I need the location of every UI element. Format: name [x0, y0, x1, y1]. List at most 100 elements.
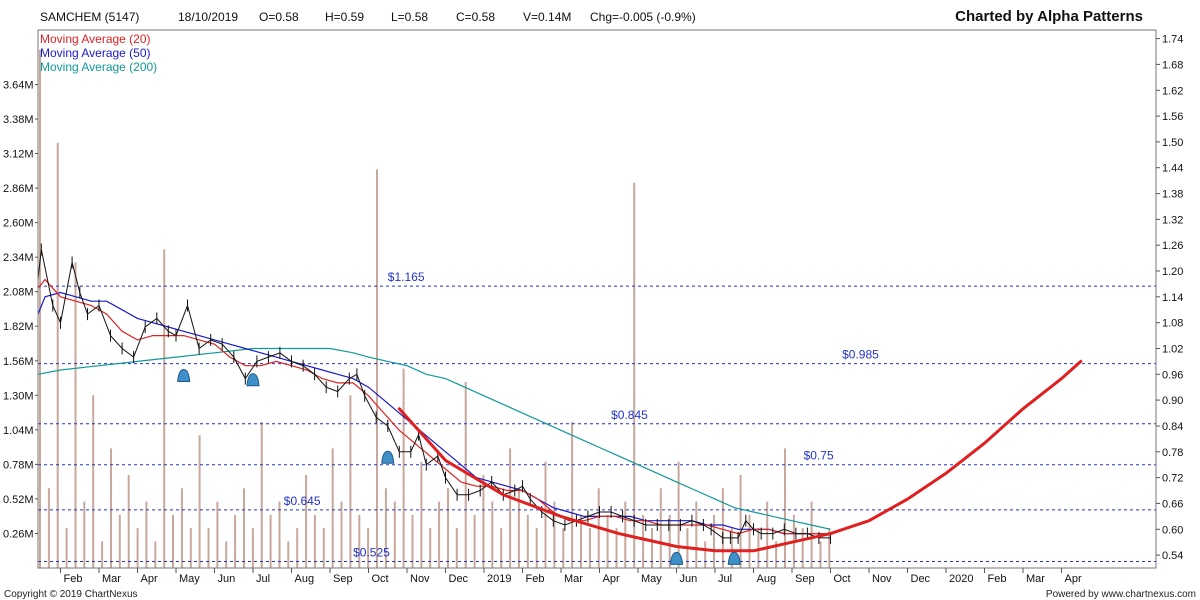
ma200-line — [37, 347, 831, 530]
legend-entry: Moving Average (20) — [40, 32, 151, 46]
time-tick-label: Nov — [410, 573, 430, 585]
time-tick-label: Feb — [988, 573, 1007, 585]
powered-by-text: Powered by www.chartnexus.com — [1046, 589, 1196, 600]
price-tick-label: 0.96 — [1162, 369, 1183, 381]
volume-tick-label: 0.26M — [3, 529, 34, 541]
volume-tick-label: 0.78M — [3, 459, 34, 471]
volume-tick-label: 3.64M — [3, 80, 34, 92]
volume-tick-label: 1.04M — [3, 425, 34, 437]
time-axis: Feb Mar Apr May Jun Jul Aug Sep Oct Nov Dec 2019 Feb… — [60, 568, 1082, 585]
time-tick-label: Oct — [834, 573, 851, 585]
price-level-label: $1.165 — [388, 270, 425, 284]
volume-tick-label: 3.12M — [3, 149, 34, 161]
price-levels: $1.165 $0.985 $0.845 $0.75 $0.645 $0.525 — [38, 270, 1156, 562]
volume-tick-label: 2.34M — [3, 252, 34, 264]
price-tick-label: 0.72 — [1162, 473, 1183, 485]
projection-curve — [397, 359, 1083, 553]
price-tick-label: 1.74 — [1162, 34, 1183, 46]
time-tick-label: Jul — [256, 573, 270, 585]
price-tick-label: 1.56 — [1162, 111, 1183, 123]
time-tick-label: Apr — [141, 573, 158, 585]
price-tick-label: 1.62 — [1162, 85, 1183, 97]
volume-tick-label: 1.56M — [3, 356, 34, 368]
price-tick-label: 1.32 — [1162, 214, 1183, 226]
header-volume: V=0.14M — [523, 10, 571, 24]
price-tick-label: 1.38 — [1162, 189, 1183, 201]
price-series — [37, 243, 1083, 553]
time-tick-label: Jun — [218, 573, 236, 585]
plot-frame — [37, 29, 1157, 569]
header-open: O=0.58 — [259, 10, 299, 24]
price-tick-label: 1.68 — [1162, 59, 1183, 71]
time-tick-label: Apr — [1065, 573, 1082, 585]
time-tick-label: Dec — [449, 573, 469, 585]
signal-marker-icon — [669, 551, 684, 565]
price-tick-label: 0.66 — [1162, 498, 1183, 510]
price-line — [37, 249, 831, 539]
time-tick-label: Feb — [64, 573, 83, 585]
ma20-line — [37, 278, 831, 535]
volume-tick-label: 2.08M — [3, 287, 34, 299]
signal-marker-icon — [727, 551, 741, 565]
header-change: Chg=-0.005 (-0.9%) — [590, 10, 696, 24]
volume-tick-label: 1.30M — [3, 390, 34, 402]
time-tick-label: Jun — [680, 573, 698, 585]
time-tick-label: Nov — [872, 573, 892, 585]
price-level-label: $0.75 — [804, 449, 834, 463]
price-tick-label: 0.54 — [1162, 550, 1183, 562]
volume-tick-label: 0.52M — [3, 494, 34, 506]
time-tick-label: Aug — [757, 573, 777, 585]
signal-marker-icon — [246, 373, 260, 387]
price-axis: 1.74 1.68 1.62 1.56 1.50 1.44 1.38 1.32 1.26 1.20… — [1156, 34, 1183, 562]
time-tick-label: Mar — [1026, 573, 1045, 585]
price-tick-label: 1.14 — [1162, 292, 1183, 304]
time-tick-label: Feb — [526, 573, 545, 585]
price-tick-label: 0.60 — [1162, 524, 1183, 536]
price-level-label: $0.645 — [284, 494, 321, 508]
header-symbol: SAMCHEM (5147) — [40, 10, 139, 24]
volume-tick-label: 3.38M — [3, 114, 34, 126]
time-tick-label: Sep — [333, 573, 353, 585]
time-tick-label: Jul — [718, 573, 732, 585]
time-tick-label: Sep — [795, 573, 815, 585]
legend-entry: Moving Average (50) — [40, 46, 151, 60]
header-low: L=0.58 — [391, 10, 428, 24]
price-tick-label: 0.78 — [1162, 447, 1183, 459]
time-tick-label: Apr — [603, 573, 620, 585]
price-tick-label: 0.84 — [1162, 421, 1183, 433]
price-tick-label: 1.26 — [1162, 240, 1183, 252]
signal-markers — [177, 368, 741, 565]
time-tick-label: Mar — [564, 573, 583, 585]
price-tick-label: 1.50 — [1162, 137, 1183, 149]
price-tick-label: 1.20 — [1162, 266, 1183, 278]
signal-marker-icon — [381, 450, 395, 464]
header-high: H=0.59 — [325, 10, 364, 24]
time-tick-label: May — [179, 573, 200, 585]
time-tick-label: 2020 — [949, 573, 973, 585]
price-tick-label: 1.44 — [1162, 163, 1183, 175]
signal-marker-icon — [177, 368, 191, 382]
header-close: C=0.58 — [456, 10, 495, 24]
time-tick-label: Aug — [295, 573, 315, 585]
price-level-label: $0.985 — [842, 348, 879, 362]
volume-axis: 3.64M 3.38M 3.12M 2.86M 2.60M 2.34M 2.08M 1.82M… — [3, 80, 38, 541]
price-tick-label: 1.02 — [1162, 344, 1183, 356]
price-tick-label: 0.90 — [1162, 395, 1183, 407]
volume-tick-label: 2.86M — [3, 183, 34, 195]
volume-tick-label: 1.82M — [3, 321, 34, 333]
legend-entry: Moving Average (200) — [40, 60, 157, 74]
header-date: 18/10/2019 — [178, 10, 238, 24]
copyright-text: Copyright © 2019 ChartNexus — [4, 589, 138, 600]
price-level-label: $0.845 — [611, 408, 648, 422]
time-tick-label: Oct — [372, 573, 389, 585]
brand-title: Charted by Alpha Patterns — [955, 8, 1143, 25]
time-tick-label: Mar — [102, 573, 121, 585]
price-level-label: $0.525 — [353, 546, 390, 560]
time-tick-label: May — [641, 573, 662, 585]
time-tick-label: 2019 — [487, 573, 511, 585]
time-tick-label: Dec — [911, 573, 931, 585]
volume-tick-label: 2.60M — [3, 218, 34, 230]
price-tick-label: 1.08 — [1162, 318, 1183, 330]
chart-legend: Moving Average (20)Moving Average (50)Mo… — [40, 32, 157, 74]
